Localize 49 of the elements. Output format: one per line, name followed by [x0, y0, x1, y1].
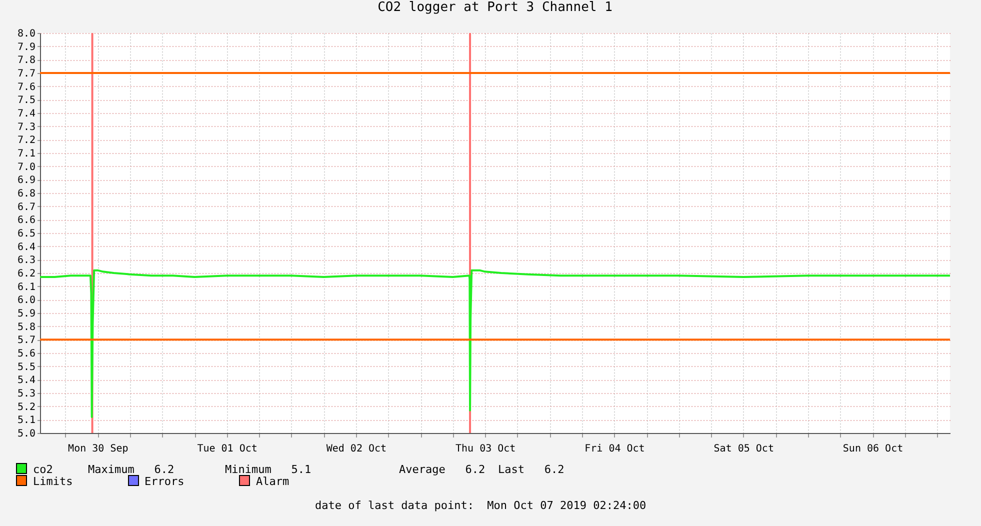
y-tick-label: 5.8: [17, 322, 36, 333]
y-tick-label: 7.2: [17, 135, 36, 146]
text: Maximum 6.2: [88, 463, 174, 476]
y-tick-label: 6.4: [17, 242, 36, 253]
y-tick-label: 7.4: [17, 108, 36, 120]
y-tick-label: 5.0: [17, 428, 36, 440]
legend-label: co2: [32, 463, 53, 476]
y-tick-label: 8.0: [17, 28, 36, 40]
legend-label: Limits: [32, 475, 73, 488]
text: date of last data point: Mon Oct 07 2019 02:24:00: [315, 499, 646, 512]
x-tick-label: Sat 05 Oct: [714, 444, 774, 454]
y-tick-label: 5.6: [17, 348, 36, 360]
y-tick-label: 6.1: [17, 282, 36, 293]
y-tick-label: 7.7: [17, 68, 36, 80]
y-tick-label: 6.7: [17, 202, 36, 213]
y-tick-label: 6.3: [17, 255, 36, 266]
chart-title: CO2 logger at Port 3 Channel 1: [378, 0, 612, 15]
x-tick-label: Mon 30 Sep: [68, 444, 128, 454]
x-tick-label: Thu 03 Oct: [455, 444, 516, 454]
y-tick-label: 7.8: [17, 55, 36, 66]
y-tick-label: 7.1: [17, 148, 36, 160]
y-tick-label: 6.2: [17, 268, 36, 280]
y-tick-label: 6.5: [17, 228, 36, 240]
y-tick-label: 6.6: [17, 215, 36, 226]
x-tick-label: Wed 02 Oct: [326, 444, 387, 454]
y-tick-label: 6.9: [17, 175, 36, 186]
text: Minimum 5.1: [225, 463, 312, 476]
y-tick-label: 5.7: [17, 335, 36, 346]
y-tick-label: 7.5: [17, 95, 36, 106]
y-tick-label: 5.4: [17, 375, 36, 386]
y-tick-label: 5.5: [17, 362, 36, 373]
x-tick-label: Tue 01 Oct: [197, 444, 258, 454]
y-tick-label: 7.3: [17, 122, 36, 133]
y-tick-label: 7.0: [17, 162, 36, 173]
text: Last 6.2: [498, 463, 564, 476]
y-tick-label: 7.9: [17, 42, 36, 53]
y-tick-label: 6.0: [17, 295, 36, 306]
y-tick-label: 6.8: [17, 188, 36, 200]
legend-label: Alarm: [255, 475, 290, 488]
x-tick-label: Fri 04 Oct: [584, 444, 645, 454]
y-tick-label: 5.3: [17, 388, 36, 400]
y-tick-label: 5.1: [17, 415, 36, 426]
y-tick-label: 5.2: [17, 402, 36, 413]
line-series: [39, 269, 951, 418]
x-tick-label: Sun 06 Oct: [842, 444, 904, 454]
legend-label: Errors: [144, 475, 184, 488]
text: Average 6.2: [399, 463, 486, 476]
y-tick-label: 5.9: [17, 308, 36, 320]
y-tick-label: 7.6: [17, 82, 36, 93]
